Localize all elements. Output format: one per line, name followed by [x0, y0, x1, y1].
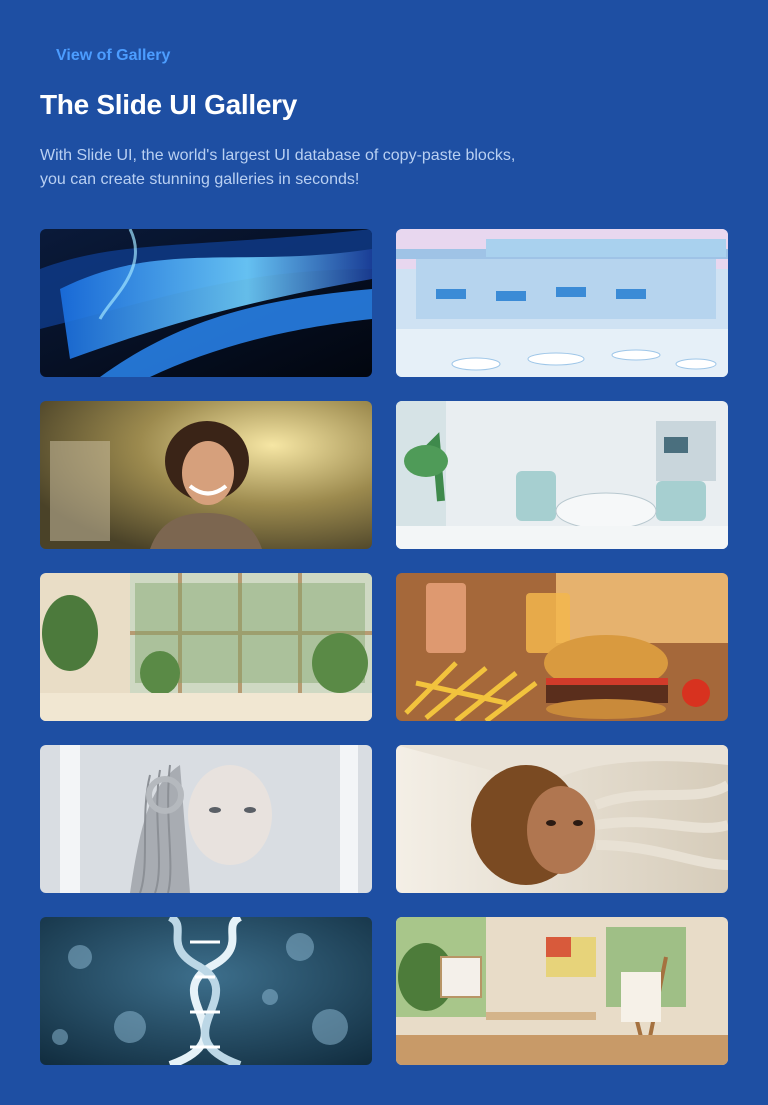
- view-gallery-link[interactable]: View of Gallery: [56, 47, 171, 64]
- gallery-image-smiling-man[interactable]: [40, 401, 372, 549]
- gallery-image-burger-fries[interactable]: [396, 573, 728, 721]
- gallery-image-dna-helix[interactable]: [40, 917, 372, 1065]
- futuristic-lab-image: [396, 229, 728, 377]
- page-subtitle: With Slide UI, the world's largest UI da…: [40, 144, 600, 192]
- artist-studio-image: [396, 917, 728, 1065]
- page-title: The Slide UI Gallery: [40, 89, 297, 120]
- woman-windswept-hair-image: [396, 745, 728, 893]
- gallery-image-artist-studio[interactable]: [396, 917, 728, 1065]
- abstract-waves-image: [40, 229, 372, 377]
- subtitle-line-1: With Slide UI, the world's largest UI da…: [40, 147, 516, 164]
- dna-helix-image: [40, 917, 372, 1065]
- gallery-image-robot-woman[interactable]: [40, 745, 372, 893]
- robot-woman-image: [40, 745, 372, 893]
- gallery-image-sunlit-room[interactable]: [40, 573, 372, 721]
- burger-fries-image: [396, 573, 728, 721]
- gallery-image-abstract-waves[interactable]: [40, 229, 372, 377]
- gallery-image-dental-clinic[interactable]: [396, 401, 728, 549]
- gallery-image-woman-windswept-hair[interactable]: [396, 745, 728, 893]
- smiling-man-image: [40, 401, 372, 549]
- gallery-image-futuristic-lab[interactable]: [396, 229, 728, 377]
- dental-clinic-image: [396, 401, 728, 549]
- sunlit-room-image: [40, 573, 372, 721]
- subtitle-line-2: you can create stunning galleries in sec…: [40, 171, 360, 188]
- gallery-grid: [40, 229, 728, 1065]
